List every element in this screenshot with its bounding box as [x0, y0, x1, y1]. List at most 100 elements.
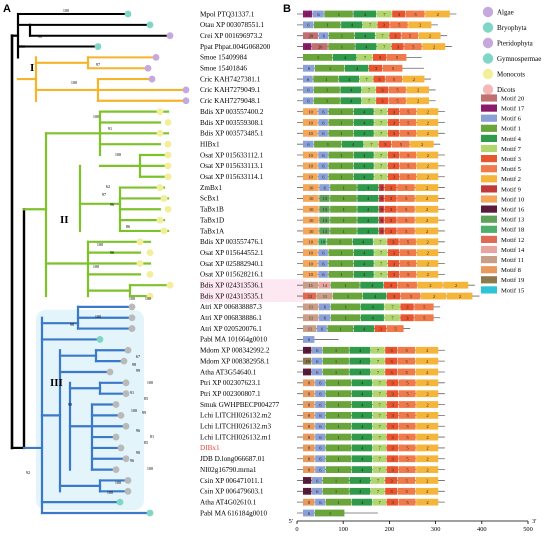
- motif-number: 6: [307, 142, 310, 147]
- motif-block: [303, 10, 313, 18]
- legend-motif-label: Motif 16: [501, 207, 525, 214]
- motif-number: 4: [352, 142, 355, 147]
- support-value: 85: [144, 396, 148, 401]
- motif-block: [328, 151, 354, 159]
- tip-marker: [122, 390, 130, 398]
- motif-number: 1: [338, 424, 341, 429]
- motif-block: [399, 108, 417, 116]
- motif-number: 9: [381, 196, 384, 201]
- motif-block: [325, 466, 352, 474]
- motif-number: 4: [367, 207, 370, 212]
- legend-motif-label: Motif 15: [501, 287, 525, 294]
- motif-block: [316, 325, 327, 332]
- motif-block: [330, 314, 361, 322]
- motif-block: [319, 216, 330, 224]
- motif-number: 6: [308, 511, 311, 516]
- tip-marker: [112, 433, 120, 441]
- motif-number: 6: [319, 446, 322, 451]
- support-value: 91: [108, 126, 112, 131]
- motif-number: 3: [379, 55, 382, 60]
- motif-block: [357, 216, 379, 224]
- taxon-label: JDB D.long066687.01: [200, 455, 265, 463]
- motif-block: [353, 119, 374, 126]
- motif-block: [303, 401, 315, 408]
- tip-marker: [164, 140, 172, 148]
- motif-block: [352, 238, 373, 246]
- motif-block: [351, 444, 373, 452]
- motif-number: 3: [383, 23, 386, 28]
- motif-number: 7: [377, 359, 380, 364]
- motif-block: [315, 498, 326, 506]
- motif-number: 5: [407, 261, 410, 266]
- motif-block: [357, 195, 379, 202]
- motif-block: [373, 75, 385, 83]
- motif-block: [330, 227, 357, 235]
- motif-number: 3: [393, 109, 396, 114]
- motif-number: 1: [340, 164, 343, 169]
- motif-block: [379, 227, 384, 235]
- motif-number: 1: [340, 131, 343, 136]
- motif-block: [318, 249, 328, 257]
- motif-block: [303, 270, 318, 278]
- motif-number: 5: [406, 424, 409, 429]
- motif-number: 17: [305, 44, 310, 49]
- motif-number: 2: [427, 240, 430, 245]
- tip-marker: [124, 346, 132, 354]
- motif-block: [303, 162, 318, 170]
- motif-number: 3: [392, 391, 395, 396]
- motif-number: 1: [339, 240, 342, 245]
- motif-block: [418, 32, 441, 40]
- legend-group-label: Algae: [497, 8, 514, 16]
- motif-number: 5: [396, 88, 399, 93]
- motif-block: [351, 466, 373, 474]
- taxon-label: TaBx1B: [200, 206, 224, 214]
- tip-marker: [112, 466, 120, 474]
- motif-number: 5: [407, 120, 410, 125]
- motif-block: [353, 173, 374, 181]
- motif-block: [322, 477, 349, 484]
- tip-marker: [94, 43, 102, 50]
- motif-number: 6: [316, 370, 319, 375]
- motif-block: [372, 433, 386, 441]
- motif-block: [311, 346, 323, 354]
- taxon-label: Bdis XP 024313535.1: [200, 292, 264, 300]
- motif-number: 7: [391, 305, 394, 310]
- legend-motif-swatch: [481, 235, 497, 243]
- motif-number: 2: [426, 478, 429, 483]
- motif-block: [325, 379, 352, 387]
- motif-number: 3: [390, 283, 393, 288]
- motif-block: [319, 205, 330, 213]
- motif-number: 10: [308, 120, 313, 125]
- taxon-label: TaBx1D: [200, 216, 224, 224]
- legend-motif-swatch: [481, 266, 497, 274]
- motif-block: [374, 108, 388, 116]
- motif-block: [318, 162, 328, 170]
- motif-block: [325, 433, 352, 441]
- motif-number: 1: [338, 381, 341, 386]
- motif-number: 20: [318, 44, 323, 49]
- motif-number: 1: [347, 294, 350, 299]
- clade-backgrounds: [36, 279, 305, 511]
- motif-number: 6: [321, 326, 324, 331]
- motif-number: 10: [308, 175, 313, 180]
- tip-marker: [117, 444, 125, 452]
- motif-number: 2: [455, 283, 458, 288]
- tip-marker: [146, 292, 154, 300]
- motif-block: [357, 184, 379, 191]
- taxon-label: Atri XP 006838886.1: [200, 314, 262, 322]
- motif-block: [330, 303, 361, 311]
- motif-block: [410, 140, 434, 148]
- motif-block: [386, 422, 399, 430]
- motif-block: [416, 422, 439, 430]
- motif-number: 6: [322, 120, 325, 125]
- motif-number: 8: [308, 391, 311, 396]
- legend-motif-swatch: [481, 205, 497, 213]
- motif-number: 2: [426, 402, 429, 407]
- motif-number: 5: [406, 402, 409, 407]
- motif-number: 5: [396, 55, 399, 60]
- motif-number: 4: [363, 131, 366, 136]
- motif-number: 2: [429, 283, 432, 288]
- motif-block: [384, 303, 400, 311]
- motif-number: 5: [406, 446, 409, 451]
- taxon-label: Lchi LITCHI026132.m3: [200, 423, 271, 431]
